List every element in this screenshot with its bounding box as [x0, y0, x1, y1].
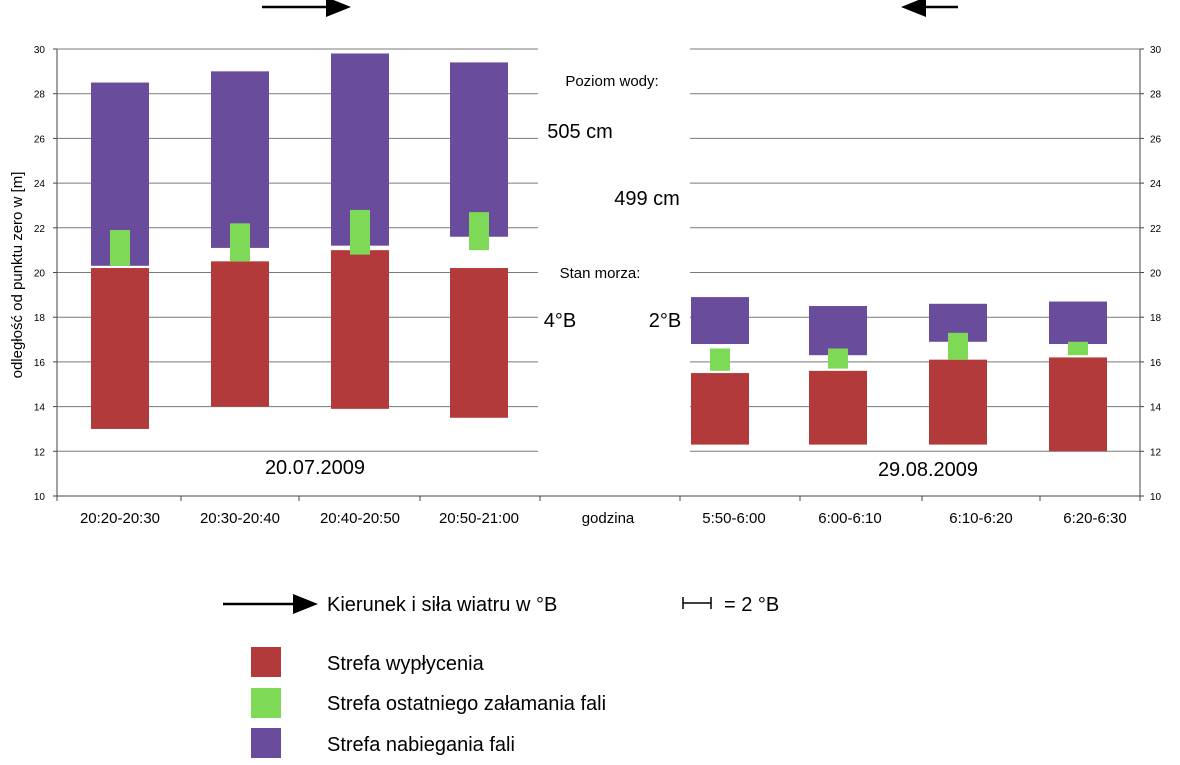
ytick-label-left: 30 [34, 45, 46, 56]
bar-zalamanie [469, 212, 489, 251]
sea-state-panel-1: 4°B [544, 310, 576, 332]
bar-wyplycenie [809, 370, 867, 445]
bar-wyplycenie [1049, 357, 1107, 452]
bar-nabieganie [1049, 301, 1107, 345]
xtick-label: 20:50-21:00 [439, 510, 519, 527]
legend-wind-text: Kierunek i siła wiatru w °B [327, 594, 557, 616]
ytick-label-right: 20 [1150, 269, 1162, 280]
bar-zalamanie [230, 223, 250, 262]
legend-scale-text: = 2 °B [724, 594, 779, 616]
legend-label-wyplycenie: Strefa wypłycenia [327, 653, 485, 675]
bar-zalamanie [110, 230, 130, 266]
bar-nabieganie [211, 71, 269, 248]
water-level-panel-1: 505 cm [547, 121, 613, 143]
bar-nabieganie [809, 306, 867, 356]
ytick-label-left: 16 [34, 358, 46, 369]
ytick-label-right: 28 [1150, 90, 1162, 101]
x-ticks: 20:20-20:30 20:30-20:40 20:40-20:50 20:50-2… [56, 496, 1141, 527]
ytick-label-right: 16 [1150, 358, 1162, 369]
water-level-panel-2: 499 cm [614, 188, 680, 210]
legend-swatch-wyplycenie [251, 647, 281, 677]
ytick-label-left: 12 [34, 447, 46, 458]
x-axis-label: godzina [582, 510, 635, 527]
ytick-label-right: 22 [1150, 224, 1162, 235]
ytick-label-right: 10 [1150, 492, 1162, 503]
ytick-label-right: 24 [1150, 179, 1162, 190]
xtick-label: 20:30-20:40 [200, 510, 280, 527]
legend-swatch-nabieganie [251, 728, 281, 758]
ytick-label-left: 24 [34, 179, 46, 190]
ytick-label-left: 18 [34, 313, 46, 324]
ytick-label-right: 26 [1150, 134, 1162, 145]
ytick-label-left: 14 [34, 403, 46, 414]
ytick-label-right: 14 [1150, 403, 1162, 414]
panel-2-date: 29.08.2009 [878, 459, 978, 481]
y-axis-label: odległość od punktu zero w [m] [9, 172, 26, 379]
bars [91, 53, 1107, 452]
sea-state-label: Stan morza: [560, 265, 641, 282]
bar-zalamanie [948, 332, 968, 360]
xtick-label: 6:00-6:10 [818, 510, 881, 527]
bar-wyplycenie [211, 261, 269, 407]
ytick-label-left: 20 [34, 269, 46, 280]
bar-zalamanie [350, 209, 370, 255]
y-ticks: 10 10 12 12 14 14 16 16 18 18 20 20 22 22 24 24 26 26 28 28… [34, 45, 1162, 503]
ytick-label-right: 18 [1150, 313, 1162, 324]
xtick-label: 20:20-20:30 [80, 510, 160, 527]
bar-wyplycenie [450, 268, 508, 418]
bar-wyplycenie [91, 268, 149, 429]
legend: Kierunek i siła wiatru w °B = 2 °B Stref… [223, 594, 779, 758]
ytick-label-right: 12 [1150, 447, 1162, 458]
bar-zalamanie [1068, 341, 1088, 356]
ytick-label-left: 22 [34, 224, 46, 235]
xtick-label: 5:50-6:00 [702, 510, 765, 527]
ytick-label-left: 26 [34, 134, 46, 145]
bar-zalamanie [828, 348, 848, 369]
legend-swatch-zalamanie [251, 688, 281, 718]
water-level-label: Poziom wody: [565, 73, 658, 90]
bar-wyplycenie [691, 373, 749, 445]
ytick-label-left: 28 [34, 90, 46, 101]
legend-label-zalamanie: Strefa ostatniego załamania fali [327, 693, 606, 715]
bar-wyplycenie [331, 250, 389, 409]
xtick-label: 6:10-6:20 [949, 510, 1012, 527]
sea-state-panel-2: 2°B [649, 310, 681, 332]
xtick-label: 6:20-6:30 [1063, 510, 1126, 527]
legend-scale-bar [682, 597, 712, 609]
panel-1-date: 20.07.2009 [265, 457, 365, 479]
legend-label-nabieganie: Strefa nabiegania fali [327, 734, 515, 756]
ytick-label-left: 10 [34, 492, 46, 503]
bar-wyplycenie [929, 359, 987, 445]
bar-nabieganie [691, 297, 749, 345]
bar-nabieganie [450, 62, 508, 237]
xtick-label: 20:40-20:50 [320, 510, 400, 527]
ytick-label-right: 30 [1150, 45, 1162, 56]
bar-zalamanie [710, 348, 730, 371]
